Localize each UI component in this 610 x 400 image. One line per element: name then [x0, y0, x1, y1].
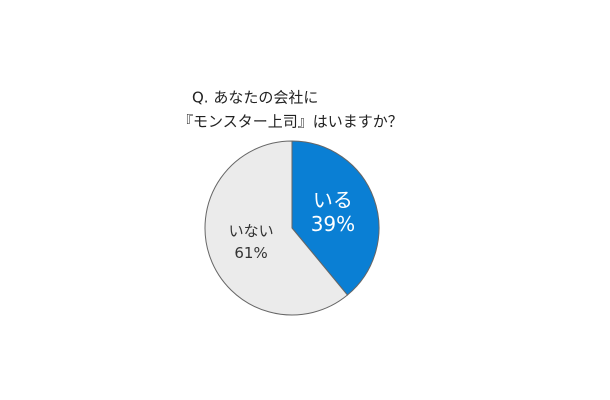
- value-label: 61%: [234, 244, 267, 262]
- slice-label: いる: [313, 188, 353, 212]
- chart-title: 『モンスター上司』はいますか？: [178, 113, 403, 131]
- pie-slice: [291, 140, 380, 296]
- slice-label: いない: [229, 222, 274, 240]
- chart-title: Q. あなたの会社に: [192, 89, 318, 107]
- value-label: 39%: [311, 212, 355, 236]
- pie-slice: [204, 140, 349, 316]
